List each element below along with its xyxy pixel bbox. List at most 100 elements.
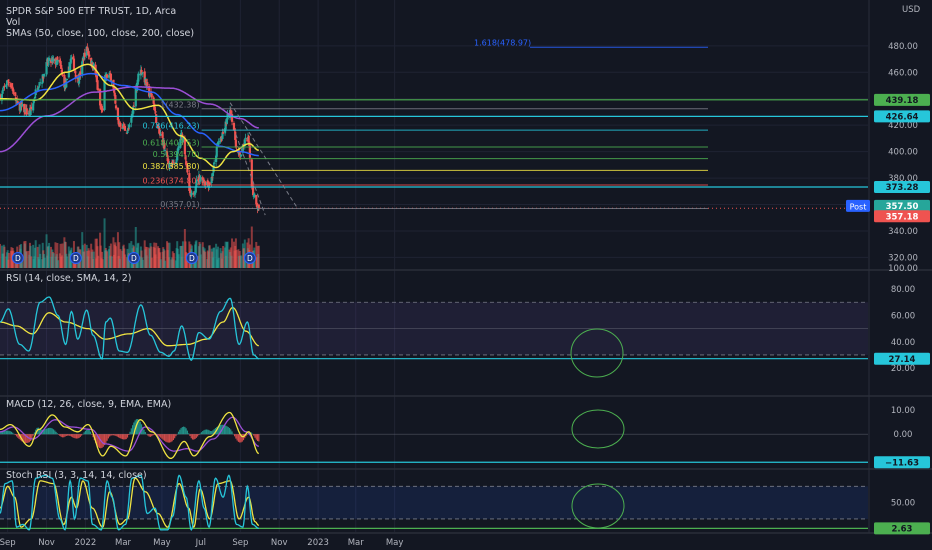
candle-body: [141, 73, 144, 75]
macd-histogram-bar: [232, 433, 234, 435]
symbol-title[interactable]: SPDR S&P 500 ETF TRUST, 1D, Arca: [6, 6, 176, 17]
macd-histogram-bar: [97, 434, 99, 447]
macd-histogram-bar: [132, 425, 134, 435]
volume-bar: [88, 250, 91, 268]
candle-body: [225, 118, 229, 124]
volume-bar: [97, 255, 100, 268]
candle-body: [51, 59, 54, 62]
macd-value-badge-label: −11.63: [885, 458, 919, 468]
candle-body: [45, 62, 48, 75]
macd-histogram-bar: [105, 434, 107, 444]
time-axis[interactable]: Sep Nov 2022 Mar May Jul Sep Nov 2023 Mar May: [0, 538, 403, 548]
rsi-tick-label: 40.00: [891, 338, 915, 348]
candle-body: [33, 96, 37, 99]
candle-body: [98, 89, 102, 106]
candle-body: [2, 89, 5, 91]
candle-body: [168, 162, 171, 169]
candle-body: [199, 177, 202, 180]
macd-histogram-bar: [258, 434, 260, 442]
stoch-rsi-pane[interactable]: [0, 474, 868, 531]
macd-histogram-bar: [13, 433, 15, 435]
macd-histogram-bar: [128, 434, 130, 435]
candle-body: [194, 187, 197, 193]
candle-body: [181, 137, 185, 143]
candle-body: [217, 141, 220, 145]
candle-body: [144, 79, 148, 86]
volume-legend[interactable]: Vol: [6, 17, 20, 28]
macd-tick-label: 10.00: [891, 406, 915, 416]
rsi-pane[interactable]: [0, 296, 868, 378]
volume-bar: [106, 251, 109, 268]
main-overlays: [0, 63, 868, 216]
macd-histogram-bar: [250, 432, 252, 435]
candle-body: [0, 94, 2, 101]
macd-histogram-bar: [239, 434, 241, 443]
macd-histogram-bar: [49, 427, 51, 435]
macd-histogram-bar: [4, 430, 6, 435]
macd-pane[interactable]: [0, 409, 868, 463]
macd-histogram-bar: [125, 434, 127, 440]
candle-body: [239, 154, 243, 157]
rsi-legend[interactable]: RSI (14, close, SMA, 14, 2): [6, 273, 131, 284]
candle-body: [30, 106, 33, 110]
macd-histogram-bar: [109, 434, 111, 437]
macd-histogram-bar: [255, 434, 257, 440]
macd-histogram-bar: [63, 434, 65, 438]
time-tick-label: May: [153, 538, 171, 548]
fibonacci-retracement[interactable]: 1.618(478.97) 1(432.38) 0.786(416.23) 0.618…: [142, 39, 708, 209]
candle-body: [81, 59, 84, 63]
candle-body: [56, 56, 59, 61]
candle-body: [190, 193, 193, 195]
macd-histogram-bar: [116, 434, 118, 437]
candle-body: [230, 114, 234, 122]
level-badge-label: 426.64: [886, 113, 919, 123]
candle-body: [54, 58, 57, 65]
volume-bar: [239, 255, 242, 268]
macd-legend[interactable]: MACD (12, 26, close, 9, EMA, EMA): [6, 399, 171, 410]
macd-histogram-bar: [32, 434, 34, 436]
macd-histogram-bar: [180, 428, 182, 435]
dividend-marker-label: D: [73, 254, 79, 263]
time-tick-label: Jul: [195, 538, 206, 548]
volume-bar: [257, 245, 260, 268]
candle-body: [38, 84, 41, 86]
candle-body: [161, 132, 164, 138]
macd-histogram-bar: [22, 434, 24, 443]
sma-legend[interactable]: SMAs (50, close, 100, close, 200, close): [6, 28, 194, 39]
macd-histogram-bar: [237, 434, 240, 442]
macd-histogram-bar: [129, 431, 131, 435]
candle-body: [171, 160, 174, 165]
candle-body: [206, 180, 209, 184]
candle-body: [146, 82, 149, 86]
macd-histogram-bar: [137, 418, 139, 435]
macd-histogram-bar: [146, 433, 148, 435]
macd-histogram-bar: [231, 431, 233, 435]
macd-histogram-bar: [114, 434, 116, 436]
macd-histogram-bar: [55, 431, 57, 435]
macd-histogram-bar: [181, 427, 183, 435]
stoch-rsi-legend[interactable]: Stoch RSI (3, 3, 14, 14, close): [6, 470, 147, 481]
stoch-value-badge-label: 2.63: [892, 525, 913, 535]
volume-bar: [215, 249, 218, 268]
macd-histogram-bar: [44, 429, 46, 435]
macd-histogram-bar: [236, 434, 238, 441]
macd-histogram-bar: [45, 428, 47, 435]
candle-body: [97, 88, 100, 91]
macd-histogram-bar: [74, 434, 76, 439]
rsi-tick-label: 20.00: [891, 364, 915, 374]
volume-bar: [250, 226, 253, 268]
candle-body: [47, 60, 50, 63]
candle-body: [3, 85, 6, 87]
pane-separators[interactable]: [0, 0, 932, 534]
macd-histogram-bar: [102, 434, 104, 447]
macd-histogram-bar: [96, 434, 98, 446]
candle-body: [85, 46, 88, 56]
candle-body: [219, 137, 222, 143]
price-tick-label: 340.00: [888, 227, 918, 237]
price-tick-label: 420.00: [888, 121, 918, 131]
macd-histogram-bar: [148, 434, 150, 437]
stoch-value-badge: [874, 522, 930, 535]
candle-body: [243, 139, 246, 147]
macd-histogram-bar: [78, 434, 80, 438]
